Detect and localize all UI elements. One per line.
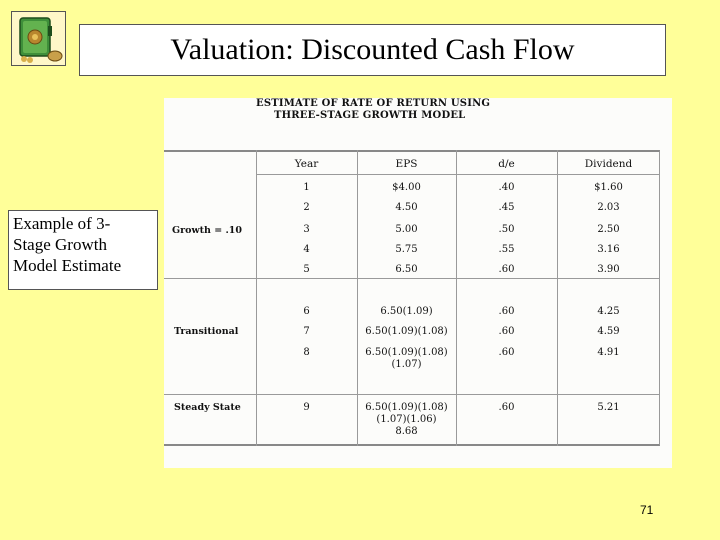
page-number: 71: [640, 503, 654, 517]
side-note-line: Model Estimate: [13, 256, 122, 275]
table-cell-dividend: 5.21: [597, 402, 620, 413]
table-cell-dividend: 4.25: [597, 306, 620, 317]
table-cell-eps: 6.50: [395, 264, 418, 275]
figure-heading-line: THREE-STAGE GROWTH MODEL: [274, 110, 466, 121]
table-cell-de: .60: [498, 306, 515, 317]
table-cell-dividend: 2.50: [597, 224, 620, 235]
column-divider: [256, 150, 257, 446]
slide-title: Valuation: Discounted Cash Flow: [79, 24, 666, 76]
column-header-eps: EPS: [395, 158, 418, 170]
table-cell-eps: 6.50(1.09)(1.08): [365, 347, 448, 358]
table-cell-eps: $4.00: [392, 182, 421, 193]
table-cell-de: .55: [498, 244, 515, 255]
table-cell-year: 5: [303, 264, 310, 275]
table-cell-de: .60: [498, 264, 515, 275]
column-header-dividend: Dividend: [584, 158, 633, 170]
column-header-year: Year: [294, 158, 319, 170]
table-cell-eps: 5.00: [395, 224, 418, 235]
three-stage-table-figure: ESTIMATE OF RATE OF RETURN USING THREE-S…: [164, 98, 672, 468]
header-divider: [256, 174, 660, 175]
table-cell-de: .50: [498, 224, 515, 235]
table-cell-eps-continued: (1.07)(1.06): [376, 414, 437, 425]
column-divider: [456, 150, 457, 446]
table-cell-eps-continued: (1.07): [391, 359, 422, 370]
table-cell-eps: 6.50(1.09)(1.08): [365, 402, 448, 413]
figure-heading-line: ESTIMATE OF RATE OF RETURN USING: [256, 98, 491, 109]
table-cell-dividend: $1.60: [594, 182, 623, 193]
table-cell-year: 7: [303, 326, 310, 337]
table-cell-de: .45: [498, 202, 515, 213]
slide-logo: [11, 11, 66, 66]
table-cell-de: .60: [498, 402, 515, 413]
side-note-line: Example of 3-: [13, 214, 111, 233]
side-note-line: Stage Growth: [13, 235, 107, 254]
stage-divider: [164, 278, 660, 279]
table-cell-de: .60: [498, 326, 515, 337]
column-header-de: d/e: [498, 158, 515, 170]
column-divider: [557, 150, 558, 446]
table-cell-eps: 6.50(1.09): [380, 306, 433, 317]
stage-divider: [164, 394, 660, 395]
stage-label-growth: Growth = .10: [172, 225, 243, 236]
side-note-box: Example of 3- Stage Growth Model Estimat…: [8, 210, 158, 290]
table-cell-eps: 6.50(1.09)(1.08): [365, 326, 448, 337]
table-cell-year: 1: [303, 182, 310, 193]
stage-label-transitional: Transitional: [174, 326, 239, 337]
table-cell-eps: 5.75: [395, 244, 418, 255]
table-cell-dividend: 3.90: [597, 264, 620, 275]
table-cell-de: .60: [498, 347, 515, 358]
table-cell-year: 4: [303, 244, 310, 255]
table-cell-dividend: 4.91: [597, 347, 620, 358]
figure-heading: ESTIMATE OF RATE OF RETURN USING THREE-S…: [256, 98, 516, 122]
table-cell-eps: 4.50: [395, 202, 418, 213]
stage-label-steady: Steady State: [174, 402, 241, 413]
table-cell-year: 9: [303, 402, 310, 413]
money-safe-icon: [19, 17, 63, 63]
table-cell-year: 2: [303, 202, 310, 213]
table-cell-dividend: 2.03: [597, 202, 620, 213]
table-frame: [164, 150, 660, 446]
table-cell-year: 3: [303, 224, 310, 235]
column-divider: [357, 150, 358, 446]
table-cell-dividend: 4.59: [597, 326, 620, 337]
table-cell-year: 8: [303, 347, 310, 358]
table-cell-year: 6: [303, 306, 310, 317]
table-cell-dividend: 3.16: [597, 244, 620, 255]
table-cell-de: .40: [498, 182, 515, 193]
table-cell-eps-result: 8.68: [395, 426, 418, 437]
